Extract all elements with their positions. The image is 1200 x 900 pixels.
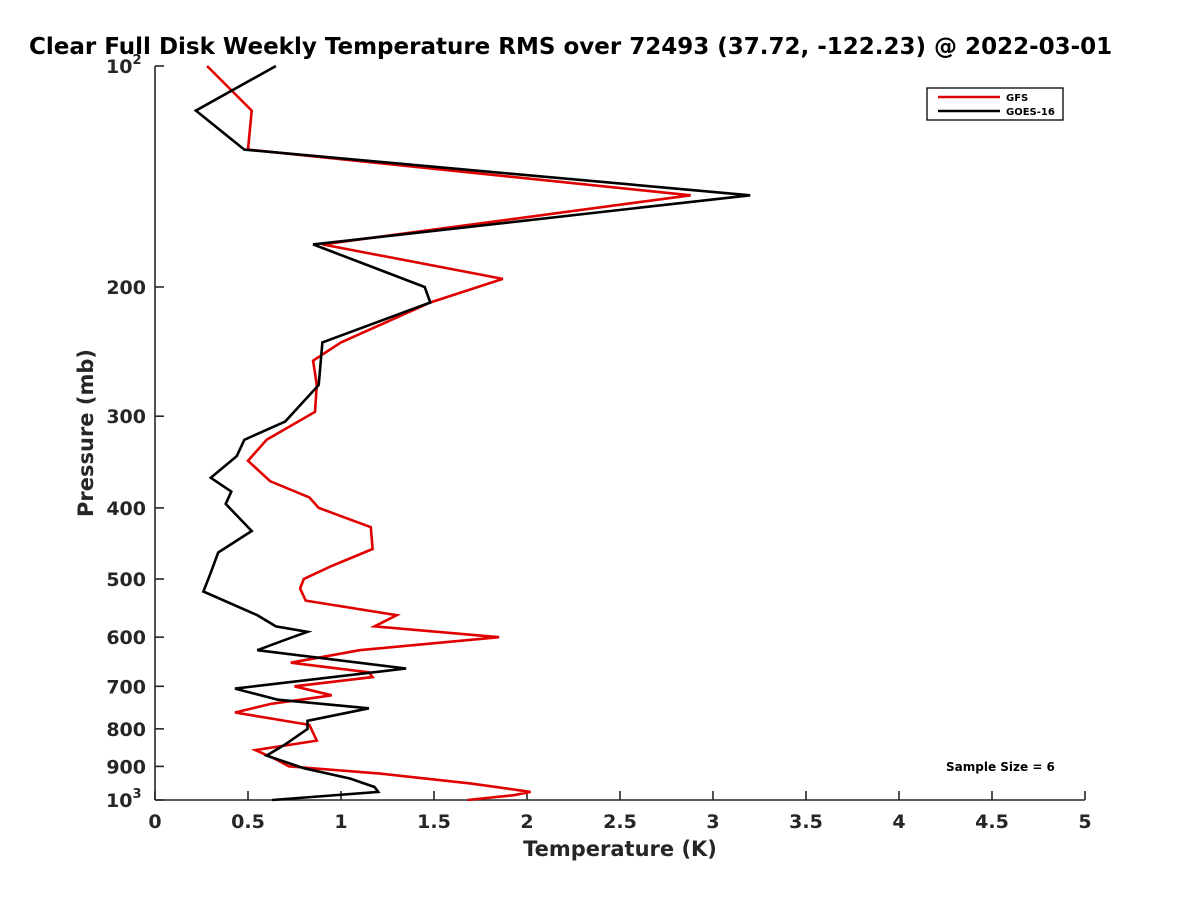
y-tick-label: 200: [106, 277, 146, 299]
y-tick-label: 900: [106, 756, 146, 778]
y-tick-label: 600: [106, 627, 146, 649]
y-tick-label: 300: [106, 406, 146, 428]
sample-size-annotation: Sample Size = 6: [946, 760, 1055, 774]
x-tick-label: 4.5: [975, 811, 1009, 833]
series-line-goes16: [193, 64, 751, 802]
x-tick-label: 0.5: [231, 811, 265, 833]
legend-box: [926, 87, 1064, 121]
series-line-gfs: [206, 65, 691, 802]
ticks: 0 0.5 1 1.5 2 2.5 3 3.5 4 4.5 5 102 200 300 400 500 600 7…: [106, 53, 1092, 833]
legend-label-gfs: GFS: [1006, 93, 1028, 104]
y-tick-label: 400: [106, 498, 146, 520]
series: [193, 64, 751, 802]
y-tick-label: 800: [106, 719, 146, 741]
legend: GFS GOES-16: [926, 87, 1064, 121]
x-tick-label: 5: [1078, 811, 1091, 833]
x-axis-title: Temperature (K): [523, 837, 717, 861]
y-axis-title: Pressure (mb): [74, 349, 98, 517]
legend-label-goes16: GOES-16: [1006, 107, 1055, 118]
y-tick-label: 102: [106, 53, 142, 78]
chart-title: Clear Full Disk Weekly Temperature RMS o…: [29, 34, 1112, 60]
y-tick-label: 500: [106, 569, 146, 591]
x-tick-label: 3: [706, 811, 719, 833]
x-tick-label: 2: [520, 811, 533, 833]
x-tick-label: 3.5: [789, 811, 823, 833]
x-tick-label: 0: [148, 811, 161, 833]
x-tick-label: 1: [334, 811, 347, 833]
x-tick-label: 2.5: [603, 811, 637, 833]
y-tick-label: 700: [106, 676, 146, 698]
y-tick-label: 103: [106, 787, 142, 812]
x-tick-label: 1.5: [417, 811, 451, 833]
x-tick-label: 4: [892, 811, 905, 833]
